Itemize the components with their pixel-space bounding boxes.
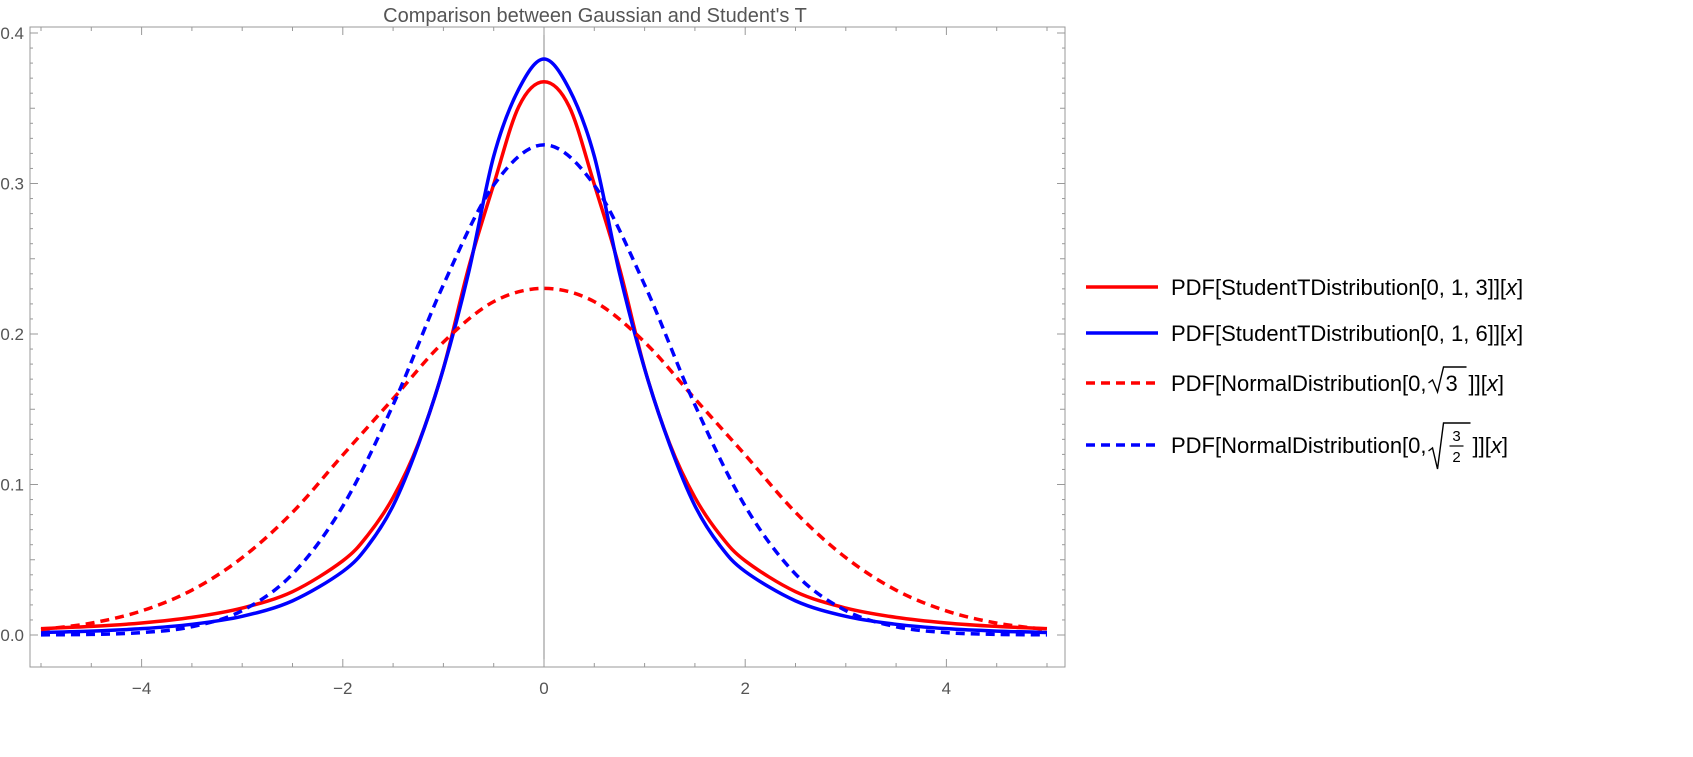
legend-fraction-numerator: 3 bbox=[1452, 428, 1460, 445]
plot-frame bbox=[29, 26, 1066, 668]
x-tick-label: 4 bbox=[942, 679, 951, 698]
legend-label: PDF[StudentTDistribution[0, 1, 3]][x] bbox=[1171, 275, 1523, 300]
y-axis: 0.0 0.1 0.2 0.3 0.4 bbox=[0, 24, 1065, 645]
legend-label-tail: ]][x] bbox=[1469, 371, 1504, 396]
x-tick-label: 0 bbox=[539, 679, 548, 698]
sqrt-sign-icon bbox=[1428, 366, 1467, 395]
normal-sqrt-3-2-line bbox=[40, 143, 1048, 637]
x-axis: −4 −2 0 2 4 bbox=[40, 27, 1048, 698]
legend: PDF[StudentTDistribution[0, 1, 3]][x] PDF… bbox=[1086, 275, 1523, 470]
legend-label-tail: ]][x] bbox=[1473, 433, 1508, 458]
student-t-3-line bbox=[40, 80, 1048, 631]
legend-label: PDF[NormalDistribution[0, bbox=[1171, 433, 1427, 458]
student-t-6-line bbox=[40, 57, 1048, 635]
legend-label: PDF[StudentTDistribution[0, 1, 6]][x] bbox=[1171, 321, 1523, 346]
legend-radicand: 3 bbox=[1446, 371, 1458, 396]
legend-item-normal-sqrt-3-2: PDF[NormalDistribution[0, 3 2 ]][x] bbox=[1086, 422, 1508, 470]
plot-border bbox=[29, 26, 1066, 668]
sqrt-sign-icon bbox=[1428, 422, 1471, 470]
x-tick-label: −4 bbox=[132, 679, 151, 698]
y-tick-label: 0.2 bbox=[0, 325, 24, 344]
y-tick-label: 0.4 bbox=[0, 24, 24, 43]
legend-label: PDF[NormalDistribution[0, bbox=[1171, 371, 1427, 396]
y-tick-label: 0.1 bbox=[0, 476, 24, 495]
chart-title: Comparison between Gaussian and Student'… bbox=[383, 5, 807, 27]
legend-item-student-t-3: PDF[StudentTDistribution[0, 1, 3]][x] bbox=[1086, 275, 1523, 300]
series-group bbox=[40, 57, 1048, 637]
x-tick-label: 2 bbox=[740, 679, 749, 698]
normal-sqrt3-line bbox=[40, 286, 1048, 632]
x-tick-label: −2 bbox=[333, 679, 352, 698]
y-tick-label: 0.3 bbox=[0, 175, 24, 194]
legend-item-student-t-6: PDF[StudentTDistribution[0, 1, 6]][x] bbox=[1086, 321, 1523, 346]
legend-item-normal-sqrt3: PDF[NormalDistribution[0, 3 ]][x] bbox=[1086, 366, 1504, 396]
legend-fraction-denominator: 2 bbox=[1452, 449, 1460, 466]
y-tick-label: 0.0 bbox=[0, 626, 24, 645]
